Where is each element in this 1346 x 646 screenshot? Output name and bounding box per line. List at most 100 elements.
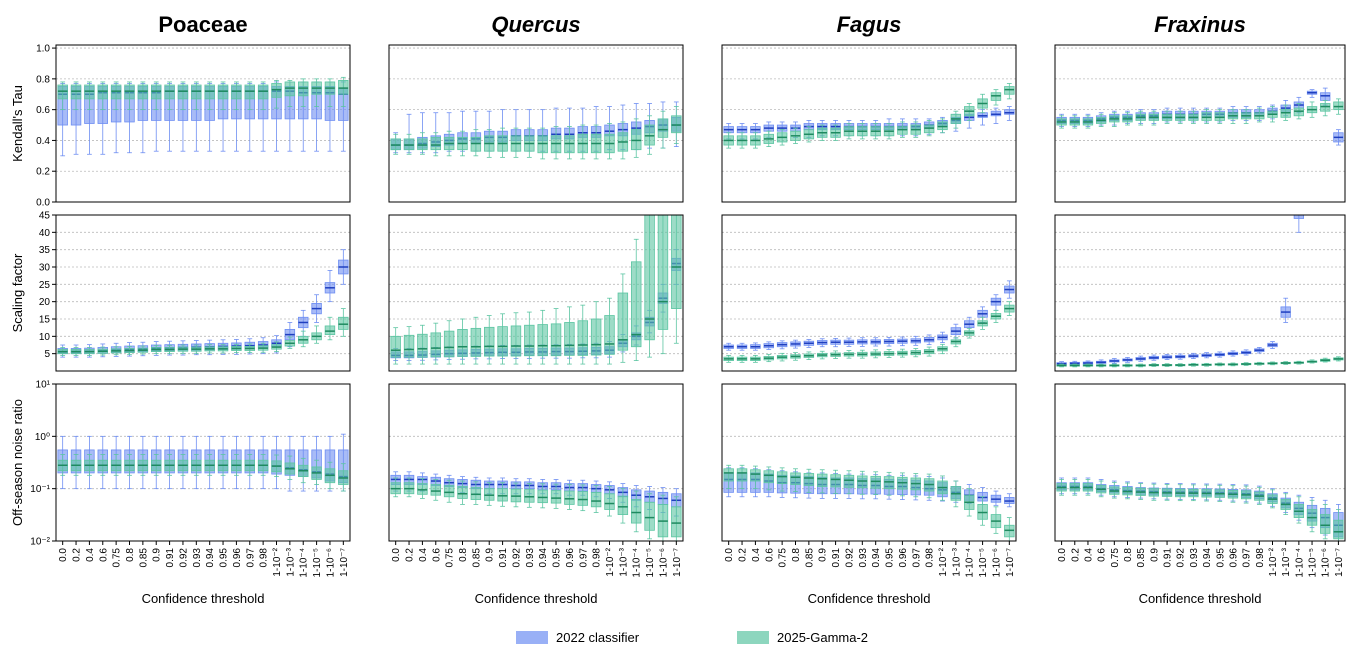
x-tick-label: 0.0 [58, 548, 69, 562]
x-tick-label: 0.2 [72, 548, 83, 562]
box [403, 138, 415, 151]
x-tick-label: 0.6 [764, 548, 775, 562]
x-tick-label: 0.6 [98, 548, 109, 562]
y-tick-label: 1.0 [36, 44, 50, 55]
x-tick-label: 0.0 [724, 548, 735, 562]
x-tick-label: 0.6 [431, 548, 442, 562]
box [1280, 109, 1291, 118]
x-tick-label: 0.9 [152, 548, 163, 562]
y-tick-label: 30 [39, 263, 51, 274]
x-tick-label: 0.75 [445, 548, 456, 568]
box [736, 468, 748, 482]
x-axis-label: Confidence threshold [475, 591, 598, 606]
x-tick-label: 0.2 [738, 548, 749, 562]
box [338, 80, 349, 95]
x-tick-label: 1-10⁻⁷ [672, 548, 683, 577]
x-tick-label: 1-10⁻⁴ [299, 548, 310, 578]
box [257, 84, 269, 100]
box [564, 490, 575, 505]
x-tick-label: 0.85 [138, 548, 149, 568]
legend-label: 2022 classifier [556, 630, 640, 645]
box [217, 84, 229, 100]
box [977, 112, 988, 118]
x-tick-label: 1-10⁻⁵ [312, 548, 323, 577]
x-axis-label: Confidence threshold [1139, 591, 1262, 606]
y-tick-label: 20 [39, 297, 51, 308]
x-tick-label: 1-10⁻⁶ [658, 548, 669, 577]
box [443, 485, 455, 498]
box [923, 124, 935, 134]
panel-frame [388, 214, 684, 372]
x-tick-label: 0.94 [1202, 548, 1213, 568]
plot-area [1055, 215, 1345, 368]
plot-area [56, 47, 350, 202]
box [644, 501, 655, 531]
plot-area [389, 384, 683, 541]
y-axis-label: Kendall's Tau [10, 85, 25, 162]
x-tick-label: 0.97 [911, 548, 922, 568]
panel: Quercus [388, 12, 684, 203]
x-tick-label: 0.97 [245, 548, 256, 568]
x-tick-label: 0.97 [578, 548, 589, 568]
x-tick-label: 1-10⁻³ [618, 547, 629, 576]
x-tick-label: 0.2 [1070, 548, 1081, 562]
box [524, 324, 535, 357]
x-tick-label: 0.4 [418, 548, 429, 562]
x-tick-label: 1-10⁻⁴ [1294, 548, 1305, 578]
box [671, 506, 682, 538]
box [1333, 101, 1344, 111]
box [443, 330, 455, 358]
box [631, 129, 642, 151]
x-tick-label: 1-10⁻² [605, 547, 616, 576]
panel-title: Fagus [837, 12, 902, 37]
box [84, 84, 95, 100]
panel-frame [1054, 214, 1346, 372]
y-tick-label: 0.8 [36, 74, 50, 85]
x-tick-label: 0.98 [259, 548, 270, 568]
box [776, 471, 788, 484]
box [1293, 107, 1305, 117]
panel: 0.0 0.2 0.4 0.6 0.8 1.0 Poaceae Kendall's Tau [10, 12, 351, 209]
x-tick-label: 0.75 [1110, 548, 1121, 568]
panel-title: Poaceae [158, 12, 247, 37]
box [204, 84, 215, 100]
y-tick-label: 10⁻¹ [30, 484, 50, 495]
box [470, 487, 482, 500]
x-tick-label: 1-10⁻⁵ [978, 548, 989, 577]
x-tick-label: 0.2 [405, 548, 416, 562]
box [577, 491, 588, 506]
x-tick-label: 1-10⁻³ [951, 547, 962, 576]
panel-title: Fraxinus [1154, 12, 1246, 37]
x-tick-label: 0.9 [818, 548, 829, 562]
box [470, 136, 482, 152]
box [843, 474, 855, 488]
box [937, 121, 948, 131]
box [537, 324, 548, 357]
box [1004, 109, 1015, 115]
x-tick-label: 0.91 [165, 548, 176, 568]
box [870, 475, 881, 489]
panel: Fraxinus [1054, 12, 1346, 203]
box [1004, 86, 1015, 95]
x-tick-label: 0.96 [898, 548, 909, 568]
x-tick-label: 1-10⁻⁵ [1308, 548, 1319, 577]
box [644, 124, 655, 146]
box [231, 84, 242, 100]
x-tick-label: 0.9 [1149, 548, 1160, 562]
x-tick-label: 1-10⁻² [938, 547, 949, 576]
box [271, 83, 282, 98]
y-tick-label: 0.2 [36, 167, 50, 178]
legend-item: 2025-Gamma-2 [737, 630, 868, 645]
box [857, 475, 868, 489]
plot-area [722, 47, 1016, 202]
box [644, 215, 655, 341]
panel-frame [721, 383, 1017, 542]
x-tick-label: 0.75 [778, 548, 789, 568]
panel [721, 214, 1017, 372]
box [1201, 112, 1212, 121]
x-tick-label: 0.95 [1215, 548, 1226, 568]
box [338, 316, 349, 330]
box [417, 333, 428, 358]
box [671, 115, 682, 134]
panel [388, 214, 684, 372]
